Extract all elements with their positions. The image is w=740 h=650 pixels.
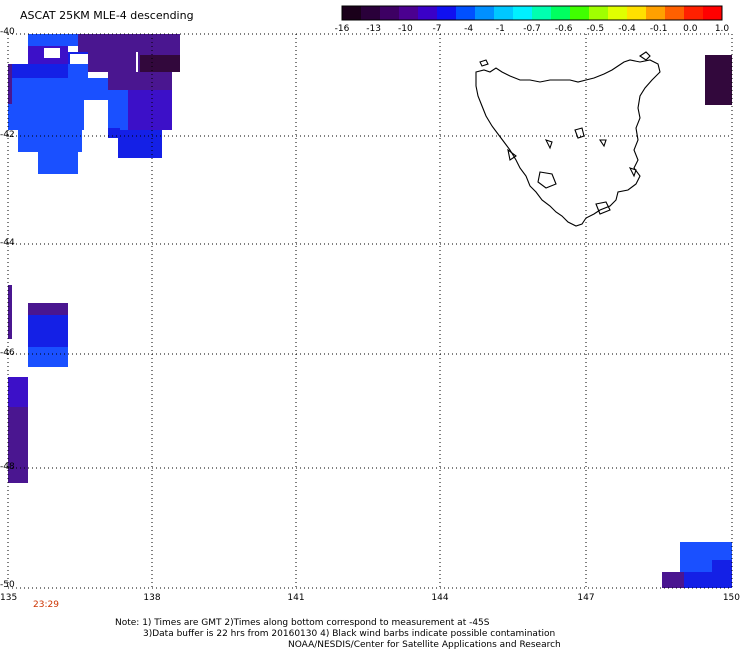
lat-label: -50 — [0, 580, 15, 590]
swath-cell — [8, 377, 28, 407]
map-title: ASCAT 25KM MLE-4 descending — [20, 9, 194, 22]
colorbar-swatch — [665, 6, 685, 20]
colorbar-label: -1 — [495, 24, 505, 34]
colorbar-label: -13 — [366, 24, 382, 34]
colorbar-label: -10 — [397, 24, 413, 34]
swath-cell — [108, 90, 128, 130]
swath-bottom-right — [662, 542, 732, 588]
lon-label: 141 — [287, 593, 305, 603]
swath-cell — [8, 285, 12, 339]
swath-cell — [128, 90, 172, 130]
colorbar-border — [341, 5, 723, 21]
colorbar-label: 1.0 — [714, 24, 730, 34]
swath-cell — [88, 52, 136, 72]
colorbar-label: -16 — [334, 24, 350, 34]
swath-cell — [68, 64, 88, 78]
swath-top-left — [8, 34, 180, 174]
swath-cell — [680, 542, 732, 560]
colorbar-swatch — [475, 6, 495, 20]
lat-label: -46 — [0, 348, 15, 358]
lon-label: 138 — [143, 593, 161, 603]
note-line-2: 3)Data buffer is 22 hrs from 20160130 4)… — [143, 629, 556, 639]
colorbar-swatch — [608, 6, 628, 20]
lat-label: -48 — [0, 462, 15, 472]
colorbar-swatch — [494, 6, 514, 20]
colorbar-swatch — [551, 6, 571, 20]
lat-label: -42 — [0, 130, 15, 140]
lat-label: -40 — [0, 27, 15, 37]
note-line-3: NOAA/NESDIS/Center for Satellite Applica… — [288, 640, 561, 650]
swath-cell — [8, 64, 12, 104]
colorbar-label: -7 — [432, 24, 442, 34]
colorbar-label: -0.4 — [618, 24, 636, 34]
colorbar-swatch — [589, 6, 609, 20]
colorbar-swatch — [684, 6, 704, 20]
swath-cell — [684, 572, 712, 588]
colorbar-swatch — [380, 6, 400, 20]
swath-cell — [108, 72, 172, 90]
colorbar-swatch — [361, 6, 381, 20]
swath-cell — [28, 347, 68, 367]
swath-left-middle — [8, 285, 68, 483]
lon-label: 135 — [0, 593, 18, 603]
swath-cell — [28, 34, 78, 46]
swath-cell — [8, 100, 84, 130]
colorbar-swatch — [570, 6, 590, 20]
swath-cell — [140, 55, 180, 72]
colorbar-label: -0.7 — [523, 24, 541, 34]
lon-label: 150 — [722, 593, 740, 603]
swath-cell — [662, 572, 684, 588]
swath-cell — [108, 128, 120, 138]
swath-cell — [8, 78, 108, 100]
swath-cell — [18, 130, 82, 152]
colorbar-label: -4 — [464, 24, 474, 34]
colorbar-label: 0.0 — [683, 24, 698, 34]
swath-cell — [28, 315, 68, 347]
colorbar-swatch — [627, 6, 647, 20]
colorbar-label: -0.5 — [586, 24, 605, 34]
note-line-1: Note: 1) Times are GMT 2)Times along bot… — [115, 618, 490, 628]
lon-label: 147 — [577, 593, 595, 603]
colorbar-swatch — [532, 6, 552, 20]
colorbar-swatch — [437, 6, 457, 20]
colorbar-swatch — [418, 6, 438, 20]
swath-cell — [705, 55, 732, 105]
swath-cell — [38, 152, 78, 174]
time-label: 23:29 — [33, 600, 59, 610]
swath-cell — [8, 407, 28, 483]
colorbar-swatch — [513, 6, 533, 20]
swath-cell — [28, 303, 68, 315]
colorbar-swatch — [703, 6, 723, 20]
tasmania-coastline — [475, 51, 661, 227]
swath-cell — [78, 34, 138, 52]
colorbar-swatch — [456, 6, 476, 20]
colorbar-swatch — [342, 6, 362, 20]
swath-cell — [118, 130, 162, 158]
swath-cell — [712, 560, 732, 588]
colorbar-swatch — [646, 6, 666, 20]
colorbar-label: -0.1 — [649, 24, 668, 34]
lat-label: -44 — [0, 238, 15, 248]
swath-right-top — [705, 55, 732, 105]
colorbar-label: -0.6 — [554, 24, 573, 34]
colorbar — [341, 5, 723, 21]
lon-label: 144 — [431, 593, 449, 603]
colorbar-swatch — [399, 6, 419, 20]
